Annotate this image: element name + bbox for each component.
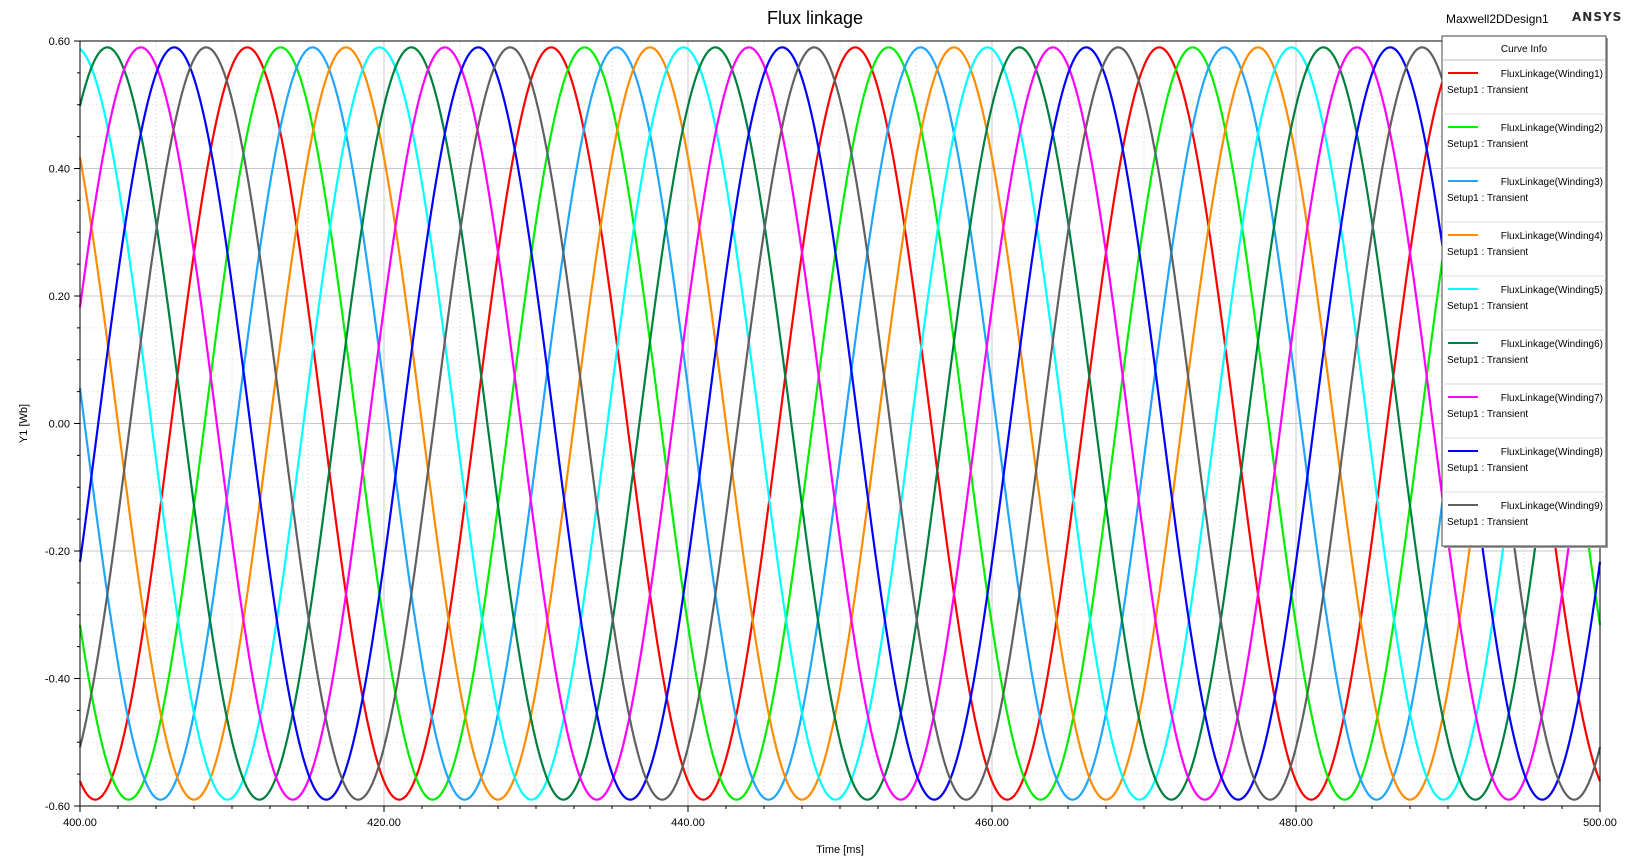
y-axis-label: Y1 [Wb] (18, 404, 30, 443)
y-tick-label: 0.20 (49, 291, 70, 303)
x-tick-label: 500.00 (1583, 817, 1617, 829)
legend-series-name: FluxLinkage(Winding6) (1501, 339, 1603, 350)
y-tick-label: 0.40 (49, 164, 70, 176)
series-line-winding8 (78, 46, 1602, 801)
series-line-winding5 (79, 46, 1601, 801)
legend-series-setup: Setup1 : Transient (1447, 409, 1528, 420)
chart-title: Flux linkage (766, 8, 864, 28)
series-line-winding4 (78, 46, 1602, 801)
y-tick-label: -0.60 (45, 801, 70, 813)
legend-series-name: FluxLinkage(Winding3) (1501, 177, 1603, 188)
legend-item-winding6[interactable]: FluxLinkage(Winding6) Setup1 : Transient (1442, 329, 1606, 366)
legend-series-name: FluxLinkage(Winding7) (1501, 393, 1603, 404)
legend-title: Curve Info (1501, 44, 1548, 55)
legend-item-winding8[interactable]: FluxLinkage(Winding8) Setup1 : Transient (1442, 437, 1606, 474)
legend-series-name: FluxLinkage(Winding5) (1501, 285, 1603, 296)
x-axis: 400.00 420.00 440.00 460.00 480.00 500.00 Time… (63, 806, 1617, 856)
legend-series-name: FluxLinkage(Winding1) (1501, 69, 1603, 80)
legend-series-setup: Setup1 : Transient (1447, 247, 1528, 258)
legend-series-setup: Setup1 : Transient (1447, 517, 1528, 528)
legend-series-name: FluxLinkage(Winding8) (1501, 447, 1603, 458)
legend-box (1441, 35, 1607, 547)
series-line-winding6 (78, 46, 1602, 801)
x-tick-label: 400.00 (63, 817, 97, 829)
y-axis: 0.60 0.40 0.20 0.00 -0.20 -0.40 -0.60 Y1 [Wb] (18, 36, 80, 813)
legend-series-name: FluxLinkage(Winding2) (1501, 123, 1603, 134)
x-tick-label: 480.00 (1279, 817, 1313, 829)
y-tick-label: 0.60 (49, 36, 70, 48)
series-line-winding2 (78, 46, 1602, 801)
y-tick-label: -0.20 (45, 546, 70, 558)
legend-series-setup: Setup1 : Transient (1447, 463, 1528, 474)
legend-item-winding5[interactable]: FluxLinkage(Winding5) Setup1 : Transient (1442, 275, 1606, 312)
x-axis-label: Time [ms] (816, 844, 864, 856)
legend-series-name: FluxLinkage(Winding4) (1501, 231, 1603, 242)
series-lines (78, 46, 1602, 801)
legend-item-winding9[interactable]: FluxLinkage(Winding9) Setup1 : Transient (1442, 491, 1606, 528)
x-tick-label: 420.00 (367, 817, 401, 829)
x-tick-label: 460.00 (975, 817, 1009, 829)
series-line-winding3 (78, 46, 1602, 801)
legend-series-setup: Setup1 : Transient (1447, 139, 1528, 150)
legend-series-setup: Setup1 : Transient (1447, 85, 1528, 96)
series-line-winding7 (78, 46, 1602, 801)
legend-series-name: FluxLinkage(Winding9) (1501, 501, 1603, 512)
y-tick-label: 0.00 (49, 419, 70, 431)
legend-item-winding3[interactable]: FluxLinkage(Winding3) Setup1 : Transient (1442, 167, 1606, 204)
legend-item-winding4[interactable]: FluxLinkage(Winding4) Setup1 : Transient (1442, 221, 1606, 258)
series-line-winding1 (78, 46, 1602, 801)
legend-series-setup: Setup1 : Transient (1447, 301, 1528, 312)
legend-series-setup: Setup1 : Transient (1447, 193, 1528, 204)
legend-item-winding2[interactable]: FluxLinkage(Winding2) Setup1 : Transient (1442, 113, 1606, 150)
legend-item-winding1[interactable]: FluxLinkage(Winding1) Setup1 : Transient (1447, 69, 1603, 96)
legend-curve-info[interactable]: Curve Info FluxLinkage(Winding1) Setup1 : … (1441, 35, 1608, 548)
series-line-winding9 (78, 46, 1602, 801)
x-tick-label: 440.00 (671, 817, 705, 829)
legend-series-setup: Setup1 : Transient (1447, 355, 1528, 366)
y-tick-label: -0.40 (45, 674, 70, 686)
design-name: Maxwell2DDesign1 (1446, 12, 1549, 26)
legend-item-winding7[interactable]: FluxLinkage(Winding7) Setup1 : Transient (1442, 383, 1606, 420)
brand-logo: ANSYS (1572, 10, 1623, 24)
